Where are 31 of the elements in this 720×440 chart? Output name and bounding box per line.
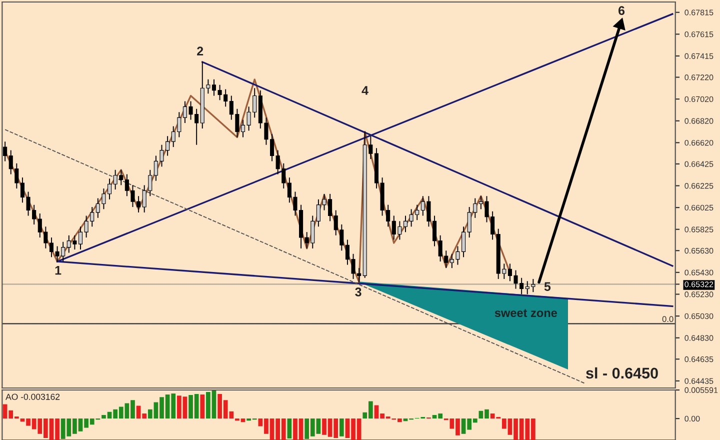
y-tick-label: 0.66425 [684, 161, 714, 167]
y-tick-label: 0.64830 [684, 335, 714, 341]
y-tick-label: 0.67815 [684, 10, 714, 16]
y-tick-label: 0.65030 [684, 313, 714, 320]
y-tick-label: 0.67020 [684, 96, 714, 102]
y-tick-label: 0.64635 [684, 356, 714, 362]
y-tick-label: 0.66820 [684, 118, 714, 124]
y-tick-label: 0.64435 [684, 378, 714, 384]
y-tick-label: 0.67415 [684, 53, 714, 59]
y-tick-label: 0.67220 [684, 74, 714, 80]
y-tick-label: 0.66225 [684, 183, 714, 189]
annotation: 6 [618, 6, 625, 16]
y-tick-label: 0.65230 [684, 292, 714, 298]
y-tick-label: 0.65430 [684, 270, 714, 276]
y-tick-label: 0.65825 [684, 226, 714, 232]
y-tick-label: 0.005591 [684, 387, 718, 393]
y-tick-label: 0.65322 [684, 281, 714, 288]
annotation: 3 [355, 288, 362, 296]
annotation: 1 [55, 266, 62, 275]
y-tick-label: 0.65630 [684, 248, 714, 254]
annotation: 4 [362, 86, 368, 95]
y-tick-label: 0.66025 [684, 204, 714, 211]
y-tick-label: 0.00 [684, 416, 700, 422]
annotation: sl - 0.6450 [586, 367, 658, 379]
chart-title: AO -0.003162 [6, 394, 60, 400]
annotation: 2 [197, 46, 204, 56]
annotation: 5 [544, 282, 551, 291]
annotation: 0.0 [662, 316, 674, 322]
annotation: sweet zone [494, 309, 557, 318]
y-tick-label: 0.67615 [684, 31, 714, 38]
y-tick-label: 0.66620 [684, 140, 714, 146]
